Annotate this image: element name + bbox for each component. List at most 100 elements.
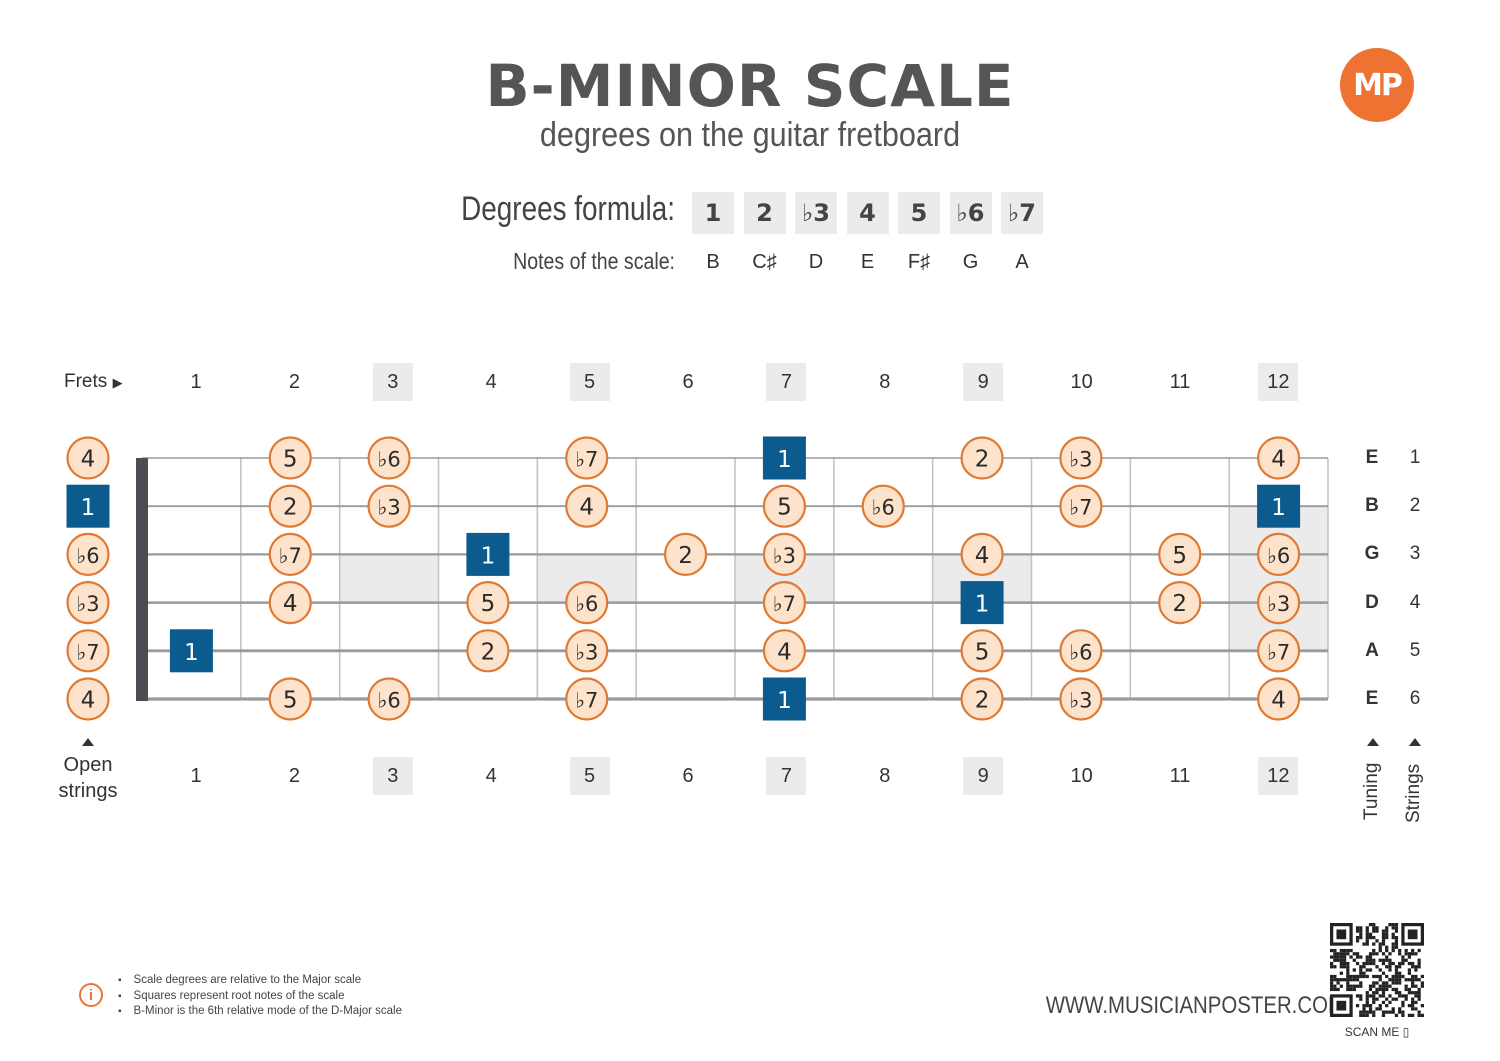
- scale-note-label: 2: [481, 639, 496, 665]
- scale-note-circle: [367, 436, 411, 480]
- scale-note-circle: [1256, 629, 1301, 673]
- scale-note-label: ♭6: [76, 544, 99, 568]
- scale-note-circle: [367, 677, 411, 721]
- fret-number: 12: [1258, 363, 1299, 401]
- fret-number: 9: [963, 363, 1004, 401]
- tuning-label: Tuning: [1361, 762, 1382, 820]
- footnote: B-Minor is the 6th relative mode of the …: [118, 1004, 402, 1020]
- scale-note-circle: [268, 677, 312, 721]
- string-number: 4: [1409, 591, 1421, 613]
- qr-code-icon[interactable]: [1330, 923, 1424, 1017]
- scale-note-circle: [762, 580, 807, 625]
- scale-note-label: ♭7: [279, 544, 302, 568]
- open-strings-label: Open strings: [58, 754, 118, 802]
- formula-degree-box: ♭6: [949, 192, 992, 234]
- fret-number: 7: [766, 363, 807, 401]
- musicianposter-logo: MP: [1340, 48, 1414, 122]
- formula-degree-box: 2: [743, 192, 786, 234]
- scan-me-label: SCAN ME ▯: [1344, 1025, 1410, 1039]
- scale-note-label: ♭3: [1069, 448, 1092, 472]
- scale-note-label: 5: [975, 639, 990, 665]
- triangle-up-icon: [82, 738, 94, 746]
- scale-note: D: [808, 251, 824, 273]
- tuning-note: E: [1365, 447, 1379, 468]
- fret-number: 4: [485, 370, 497, 393]
- tuning-note: B: [1365, 495, 1379, 517]
- scale-note-circle: [762, 484, 807, 528]
- root-note-square: [762, 436, 806, 480]
- scale-note-circle: [1256, 436, 1301, 480]
- scale-note-label: ♭7: [1069, 496, 1092, 520]
- scale-note-label: 4: [283, 591, 298, 617]
- fret-number: 3: [372, 363, 413, 401]
- scale-note-circle: [1059, 436, 1103, 480]
- scale-note-circle: [66, 677, 110, 721]
- fret-number: 4: [485, 764, 497, 787]
- scale-note-circle: [1059, 629, 1103, 673]
- scale-note-circle: [268, 436, 312, 480]
- scale-note-circle: [268, 580, 312, 625]
- info-icon: i: [79, 983, 103, 1007]
- scale-note-label: ♭6: [1069, 640, 1092, 664]
- scale-note: F♯: [907, 251, 931, 273]
- scale-note-label: 2: [975, 447, 990, 473]
- scale-note-label: 4: [81, 688, 96, 714]
- fret-marker: [339, 554, 439, 603]
- footnote: Squares represent root notes of the scal…: [118, 989, 402, 1005]
- scale-note-label: ♭7: [76, 640, 99, 664]
- formula-degree-box: 5: [898, 192, 940, 234]
- scale-note-label: ♭6: [377, 689, 400, 713]
- root-note-square: [960, 581, 1004, 625]
- triangle-up-icon: [1409, 738, 1421, 746]
- root-note-label: 1: [777, 447, 792, 473]
- scale-note-label: 2: [283, 495, 298, 521]
- tuning-note: G: [1364, 543, 1380, 565]
- scale-note-circle: [1059, 677, 1103, 721]
- scale-note-label: ♭3: [76, 592, 99, 616]
- scale-note-label: 2: [678, 543, 693, 569]
- scale-note-label: ♭7: [1267, 640, 1290, 664]
- footnotes: Scale degrees are relative to the Major …: [118, 973, 402, 1020]
- string-number: 5: [1409, 639, 1421, 661]
- root-note-label: 1: [777, 688, 792, 714]
- formula-degree-box: 4: [846, 192, 889, 234]
- website-link[interactable]: WWW.MUSICIANPOSTER.COM: [1045, 992, 1345, 1019]
- scale-note-label: ♭3: [377, 496, 400, 520]
- tuning-note: E: [1365, 688, 1379, 709]
- scale-note-label: ♭3: [575, 640, 598, 664]
- scale-note-circle: [565, 629, 609, 673]
- tuning-note: A: [1365, 639, 1379, 661]
- fret-number: 11: [1169, 370, 1191, 393]
- scale-note-circle: [565, 580, 609, 625]
- root-note-square: [466, 532, 510, 576]
- scale-note-label: 5: [283, 688, 298, 714]
- scale-note-label: ♭3: [1267, 592, 1290, 616]
- scale-note: B: [706, 251, 720, 273]
- fret-number: 5: [569, 363, 610, 401]
- fret-number: 10: [1070, 370, 1093, 393]
- fret-number: 1: [190, 370, 202, 393]
- fret-number: 12: [1258, 757, 1299, 795]
- fret-number: 11: [1169, 764, 1191, 787]
- scale-note-circle: [1158, 532, 1202, 577]
- page-title: B-MINOR SCALE: [485, 52, 1015, 120]
- scale-note-circle: [66, 629, 110, 673]
- root-note-label: 1: [1271, 495, 1286, 521]
- scale-note-circle: [1256, 532, 1301, 577]
- root-note-label: 1: [481, 543, 496, 569]
- fret-number: 9: [963, 757, 1004, 795]
- scale-note-circle: [1059, 484, 1103, 528]
- string-number: 1: [1409, 447, 1421, 468]
- strings-label: Strings: [1403, 763, 1424, 823]
- scale-note-label: 4: [579, 495, 594, 521]
- scale-note: C♯: [752, 251, 777, 273]
- formula-degree-box: ♭7: [1001, 192, 1043, 234]
- scale-note-label: ♭3: [773, 544, 796, 568]
- root-note-label: 1: [975, 592, 990, 618]
- scale-note-circle: [466, 580, 510, 625]
- scale-note-label: 4: [975, 543, 990, 569]
- root-note-square: [169, 629, 213, 673]
- scale-note-label: ♭6: [377, 448, 400, 472]
- fret-number: 3: [372, 757, 413, 795]
